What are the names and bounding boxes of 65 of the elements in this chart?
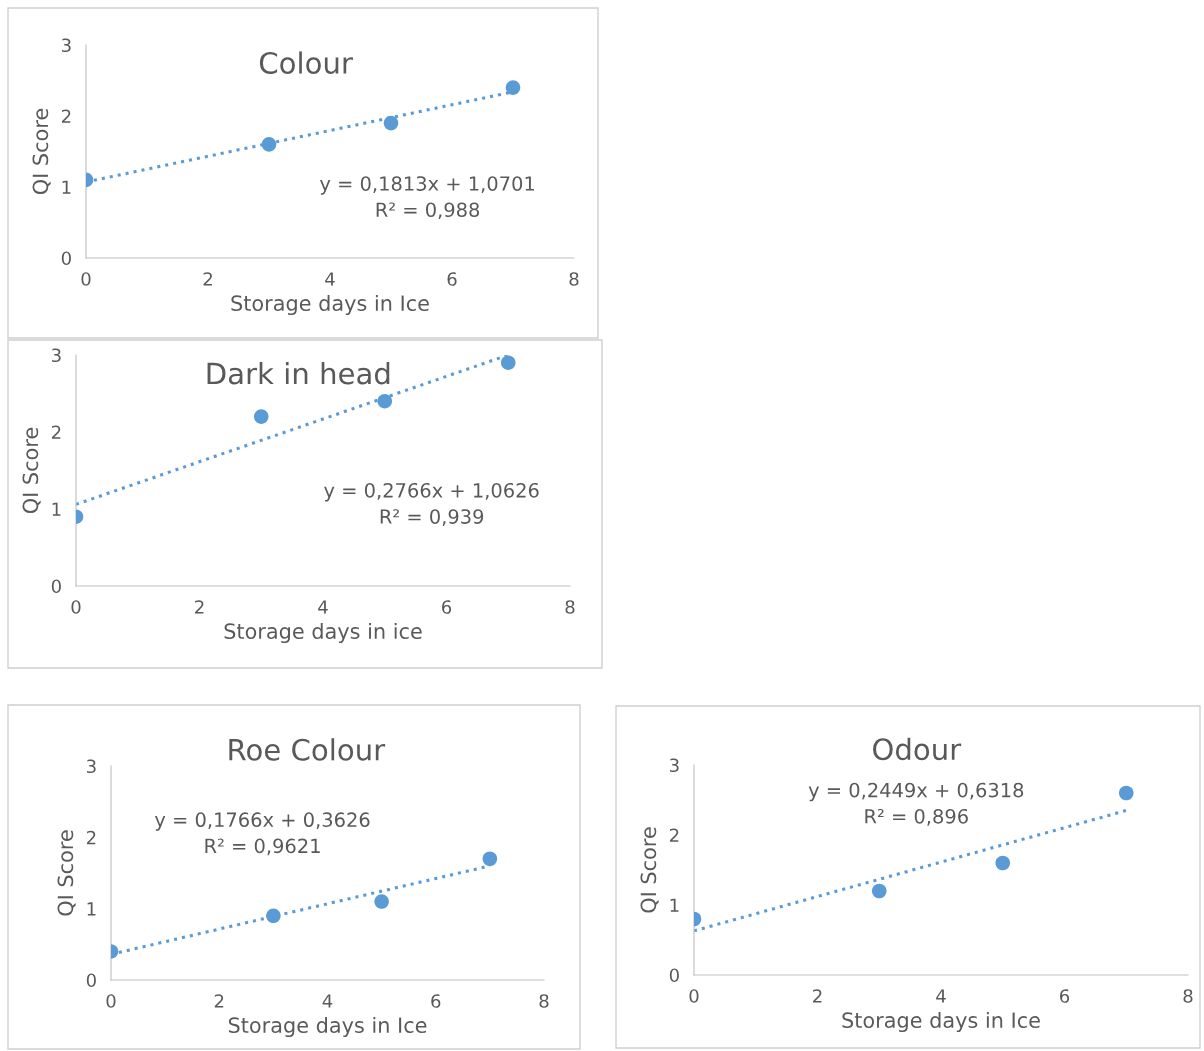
point bbox=[374, 894, 389, 909]
x-tick-label: 8 bbox=[565, 600, 575, 614]
annotation: y = 0,1766x + 0,3626 bbox=[154, 812, 370, 831]
y-tick-label: 0 bbox=[61, 251, 71, 266]
x-tick-label: 6 bbox=[442, 600, 452, 614]
x-tick-label: 8 bbox=[539, 994, 549, 1008]
x-tick-label: 4 bbox=[325, 272, 335, 286]
x-tick-label: 0 bbox=[71, 600, 81, 614]
y-tick-label: 0 bbox=[669, 968, 679, 983]
x-tick-label: 4 bbox=[936, 989, 946, 1003]
y-tick-label: 2 bbox=[86, 830, 96, 845]
point bbox=[266, 908, 281, 924]
y-axis-title: QI Score bbox=[32, 108, 51, 195]
x-axis-title: Storage days in Ice bbox=[231, 294, 429, 316]
y-axis-title: QI Score bbox=[22, 427, 41, 514]
point bbox=[505, 80, 521, 95]
x-tick-label: 8 bbox=[569, 272, 579, 286]
y-tick-label: 0 bbox=[86, 973, 96, 988]
point bbox=[1118, 785, 1134, 801]
annotation: R² = 0,988 bbox=[376, 202, 480, 220]
y-tick-label: 1 bbox=[52, 502, 61, 516]
x-tick-label: 0 bbox=[106, 994, 116, 1008]
x-tick-label: 4 bbox=[318, 600, 328, 614]
x-tick-label: 6 bbox=[447, 272, 457, 286]
chart-title: Roe Colour bbox=[229, 738, 386, 761]
y-tick-label: 0 bbox=[51, 579, 61, 594]
x-tick-label: 0 bbox=[689, 989, 699, 1003]
x-tick-label: 2 bbox=[203, 272, 212, 286]
y-tick-label: 2 bbox=[51, 425, 61, 439]
x-tick-label: 4 bbox=[322, 994, 333, 1008]
point bbox=[482, 851, 498, 867]
y-tick-label: 2 bbox=[669, 828, 679, 842]
point bbox=[383, 115, 399, 131]
chart-title: Odour bbox=[873, 737, 962, 761]
x-tick-label: 6 bbox=[431, 994, 441, 1008]
annotation: y = 0,2449x + 0,6318 bbox=[808, 782, 1024, 802]
annotation: R² = 0,9621 bbox=[205, 838, 320, 856]
y-tick-label: 3 bbox=[52, 348, 61, 363]
y-tick-label: 3 bbox=[62, 38, 71, 53]
y-axis-title: QI Score bbox=[640, 827, 659, 913]
y-tick-label: 1 bbox=[87, 902, 96, 916]
point bbox=[261, 137, 277, 152]
point bbox=[995, 855, 1011, 871]
x-tick-label: 2 bbox=[214, 994, 224, 1008]
x-tick-label: 8 bbox=[1183, 989, 1193, 1003]
y-axis-title: QI Score bbox=[57, 830, 76, 916]
y-tick-label: 2 bbox=[61, 109, 71, 123]
x-axis-title: Storage days in Ice bbox=[228, 1016, 427, 1038]
x-tick-label: 6 bbox=[1060, 989, 1070, 1003]
annotation: R² = 0,939 bbox=[380, 509, 484, 526]
chart-title: Colour bbox=[259, 51, 353, 74]
y-tick-label: 3 bbox=[670, 758, 679, 773]
chart-title: Dark in head bbox=[207, 361, 390, 385]
x-tick-label: 2 bbox=[813, 989, 822, 1003]
x-tick-label: 2 bbox=[195, 600, 204, 614]
point bbox=[500, 355, 516, 370]
y-tick-label: 1 bbox=[670, 898, 679, 912]
point bbox=[377, 393, 393, 409]
y-tick-label: 1 bbox=[62, 180, 71, 194]
annotation: y = 0,2766x + 1,0626 bbox=[324, 482, 539, 502]
y-tick-label: 3 bbox=[87, 759, 96, 774]
annotation: R² = 0,896 bbox=[865, 808, 968, 826]
x-axis-title: Storage days in ice bbox=[224, 622, 422, 644]
x-axis-title: Storage days in Ice bbox=[842, 1011, 1040, 1033]
annotation: y = 0,1813x + 1,0701 bbox=[319, 176, 534, 195]
